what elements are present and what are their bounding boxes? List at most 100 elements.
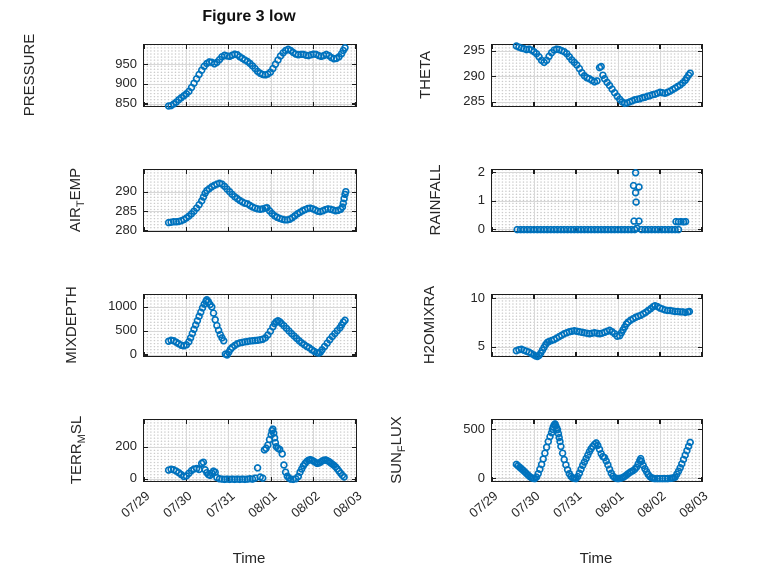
y-tick-mark <box>698 228 702 231</box>
y-tick-mark <box>144 478 148 480</box>
x-gridline <box>313 45 315 106</box>
x-gridline <box>575 295 577 356</box>
y-tick-label: 500 <box>463 420 485 436</box>
data-point <box>570 225 579 234</box>
y-tick-mark <box>698 200 702 202</box>
x-tick-mark <box>659 45 661 49</box>
y-tick-label: 0 <box>477 469 485 485</box>
x-gridline <box>313 295 315 356</box>
y-tick-label: 500 <box>115 322 137 338</box>
data-point <box>637 457 646 466</box>
x-tick-mark <box>575 227 577 231</box>
y-tick-mark <box>144 191 148 194</box>
x-gridline <box>575 170 577 231</box>
data-point <box>269 425 277 433</box>
x-tick-mark <box>270 477 272 481</box>
figure-title: Figure 3 low <box>202 8 296 25</box>
x-tick-mark <box>355 295 357 299</box>
x-gridline <box>185 45 187 106</box>
y-tick-mark <box>352 210 356 213</box>
y-tick-mark <box>698 172 702 174</box>
data-point <box>523 225 532 234</box>
x-tick-mark <box>575 102 577 106</box>
plot-frame-rainfall <box>491 169 703 234</box>
x-tick-mark <box>143 295 145 299</box>
x-gridline <box>228 420 230 481</box>
data-point <box>681 217 690 226</box>
data-point <box>607 225 616 234</box>
x-tick-mark <box>659 352 661 356</box>
data-point <box>550 225 558 234</box>
y-gridline <box>144 306 356 308</box>
x-tick-mark <box>701 352 703 356</box>
data-point <box>599 71 607 79</box>
data-point <box>631 188 640 197</box>
data-point <box>520 225 528 234</box>
data-point <box>567 225 575 234</box>
x-tick-mark <box>617 295 619 299</box>
ylabel-text: LUX <box>388 415 405 445</box>
x-tick-mark <box>313 477 315 481</box>
data-point <box>602 457 610 465</box>
data-point <box>199 193 208 201</box>
data-point <box>546 432 554 441</box>
ylabel-text: PRESSURE <box>21 33 38 116</box>
data-point <box>654 225 663 234</box>
x-tick-mark <box>270 227 272 231</box>
data-point <box>269 429 278 437</box>
data-point <box>270 434 279 442</box>
ylabel-text: TERR <box>68 442 85 484</box>
data-point <box>219 337 228 345</box>
data-point <box>644 225 652 234</box>
ylabel-terr-msl: TERRMSL <box>68 415 88 483</box>
data-point <box>594 225 602 234</box>
y-tick-mark <box>144 330 148 332</box>
data-point <box>593 77 601 85</box>
x-tick-mark <box>228 227 230 231</box>
data-point <box>624 225 632 234</box>
x-gridline <box>575 45 577 106</box>
ylabel-subscript: T <box>75 199 87 207</box>
y-gridline <box>144 191 356 193</box>
data-point <box>553 426 562 434</box>
data-point <box>558 449 567 457</box>
scatter-series-rainfall <box>513 169 690 234</box>
data-point <box>686 69 694 77</box>
x-tick-mark <box>270 102 272 106</box>
y-tick-mark <box>352 306 356 308</box>
y-tick-mark <box>492 76 496 78</box>
y-tick-mark <box>492 228 496 231</box>
data-point <box>281 468 290 476</box>
ylabel-sun-flux: SUNFLUX <box>388 416 408 484</box>
data-point <box>338 471 347 480</box>
scatter-series-air_temp <box>164 179 350 227</box>
x-tick-mark <box>617 352 619 356</box>
data-point <box>513 225 521 234</box>
y-tick-mark <box>698 298 702 300</box>
data-point <box>617 225 626 234</box>
x-tick-mark <box>533 295 535 299</box>
data-point <box>671 225 679 234</box>
x-tick-mark <box>701 420 703 424</box>
y-tick-label: 200 <box>115 438 137 454</box>
y-gridline <box>492 101 702 103</box>
x-tick-mark <box>185 420 187 424</box>
x-gridline <box>185 295 187 356</box>
scatter-series-theta <box>512 42 694 108</box>
data-point <box>631 169 640 177</box>
x-tick-mark <box>575 352 577 356</box>
y-gridline <box>144 354 356 356</box>
x-gridline <box>575 420 577 481</box>
data-point <box>647 225 656 234</box>
x-tick-mark <box>143 170 145 174</box>
data-point <box>577 225 585 234</box>
ylabel-text: AIR <box>67 206 84 232</box>
data-point <box>584 225 592 234</box>
data-point <box>563 225 572 234</box>
ylabel-subscript: F <box>396 444 408 452</box>
ylabel-pressure: PRESSURE <box>21 33 41 116</box>
data-point <box>684 442 693 451</box>
x-tick-mark <box>617 170 619 174</box>
data-point <box>526 225 535 234</box>
data-point <box>637 225 646 234</box>
